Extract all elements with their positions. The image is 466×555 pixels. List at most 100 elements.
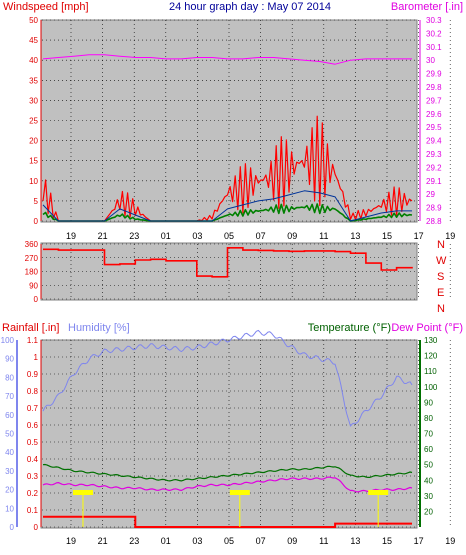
time-tick-label-top: 19 (445, 231, 455, 241)
wind-tick-label: 40 (29, 56, 38, 65)
time-tick-label-top: 01 (161, 231, 171, 241)
time-tick-label-top: 17 (414, 231, 424, 241)
axis-layer: 1919212123230101030305050707090911111313… (1, 16, 456, 546)
wind-tick-label: 25 (29, 117, 38, 126)
direction-tick-label: 90 (29, 281, 38, 290)
humidity-tick-label: 30 (5, 467, 14, 476)
time-tick-label-top: 09 (287, 231, 297, 241)
wind-average-series-line (42, 190, 412, 222)
temperature-tick-label: 30 (424, 492, 433, 501)
temperature-tick-label: 110 (424, 367, 437, 376)
time-tick-label-top: 13 (350, 231, 360, 241)
barometer-tick-label: 29.8 (426, 83, 442, 92)
barometer-tick-label: 29.7 (426, 96, 442, 105)
humidity-tick-label: 70 (5, 392, 14, 401)
wind-direction-series-line (43, 247, 413, 278)
temperature-series-line (42, 463, 413, 482)
rain-tick-label: 0.8 (27, 387, 39, 396)
humidity-tick-label: 0 (10, 523, 15, 532)
dewpoint-axis-title: Dew Point (°F) (391, 322, 463, 334)
wind-tick-label: 10 (29, 177, 38, 186)
humidity-tick-label: 60 (5, 411, 14, 420)
time-tick-label-top: 11 (319, 231, 328, 241)
wind-tick-label: 45 (29, 36, 38, 45)
rain-humidity-temp-plot (42, 329, 413, 528)
time-tick-label-top: 03 (192, 231, 202, 241)
temperature-tick-label: 90 (424, 398, 433, 407)
humidity-axis-title: Humidity [%] (68, 322, 130, 334)
time-tick-label-bottom: 13 (350, 536, 360, 546)
dewpoint-series-line (42, 476, 413, 493)
wind-axis-title: Windspeed [mph] (3, 1, 89, 13)
rain-tick-label: 0 (34, 523, 39, 532)
direction-tick-label: 360 (25, 240, 39, 249)
temperature-tick-label: 100 (424, 383, 438, 392)
time-tick-label-bottom: 17 (414, 536, 424, 546)
temperature-tick-label: 60 (424, 445, 433, 454)
barometer-tick-label: 30.1 (426, 43, 442, 52)
humidity-tick-label: 20 (5, 486, 14, 495)
rain-tick-label: 0.3 (27, 472, 39, 481)
humidity-tick-label: 100 (1, 336, 15, 345)
wind-direction-plot (43, 247, 413, 278)
temperature-tick-label: 20 (424, 507, 433, 516)
temperature-tick-label: 40 (424, 476, 433, 485)
temperature-axis-title: Temperature (°F) (308, 322, 391, 334)
time-tick-label-top: 21 (98, 231, 108, 241)
rainfall-axis-title: Rainfall [.in] (2, 322, 59, 334)
barometer-tick-label: 28.9 (426, 204, 442, 213)
compass-label-n-top: N (437, 239, 445, 251)
humidity-tick-label: 80 (5, 373, 14, 382)
time-tick-label-bottom: 07 (256, 536, 266, 546)
wind-barometer-plot (42, 54, 413, 222)
time-tick-label-bottom: 03 (192, 536, 202, 546)
time-tick-label-top: 23 (129, 231, 139, 241)
humidity-tick-label: 50 (5, 430, 14, 439)
barometer-tick-label: 29 (426, 190, 435, 199)
barometer-tick-label: 29.1 (426, 177, 442, 186)
barometer-tick-label: 29.9 (426, 70, 442, 79)
rain-tick-label: 0.1 (27, 506, 39, 515)
temperature-tick-label: 80 (424, 414, 433, 423)
barometer-series-line (42, 54, 412, 65)
barometer-axis-title: Barometer [.in] (391, 1, 463, 13)
compass-label-e: E (437, 287, 444, 299)
time-tick-label-top: 15 (382, 231, 392, 241)
temperature-tick-label: 70 (424, 430, 433, 439)
wind-tick-label: 35 (29, 76, 38, 85)
wind-tick-label: 0 (34, 217, 39, 226)
humidity-series-line (42, 329, 413, 427)
barometer-tick-label: 30.3 (426, 16, 442, 25)
direction-tick-label: 0 (34, 295, 39, 304)
time-tick-label-bottom: 19 (66, 536, 76, 546)
time-tick-label-top: 07 (256, 231, 266, 241)
rain-tick-label: 0.2 (27, 489, 39, 498)
grid-layer (42, 19, 451, 528)
direction-tick-label: 270 (25, 254, 39, 263)
humidity-tick-label: 90 (5, 355, 14, 364)
rain-marker-flag (368, 490, 389, 495)
barometer-tick-label: 30.2 (426, 29, 442, 38)
compass-label-s: S (437, 271, 444, 283)
barometer-tick-label: 29.5 (426, 123, 442, 132)
compass-labels: N W S E N (436, 239, 447, 315)
rain-tick-label: 0.6 (27, 421, 39, 430)
compass-label-n-bottom: N (437, 303, 445, 315)
compass-label-w: W (436, 255, 447, 267)
wind-tick-label: 50 (29, 16, 38, 25)
barometer-tick-label: 29.6 (426, 110, 442, 119)
time-tick-label-bottom: 19 (445, 536, 455, 546)
wind-tick-label: 30 (29, 96, 38, 105)
rain-marker-flag (229, 490, 250, 495)
wind-tick-label: 20 (29, 137, 38, 146)
rain-tick-label: 1 (34, 353, 39, 362)
direction-tick-label: 180 (25, 268, 39, 277)
rain-tick-label: 0.9 (27, 370, 39, 379)
time-tick-label-bottom: 23 (129, 536, 139, 546)
time-tick-label-bottom: 21 (98, 536, 108, 546)
barometer-tick-label: 28.8 (426, 217, 442, 226)
temperature-tick-label: 120 (424, 352, 438, 361)
time-tick-label-bottom: 01 (161, 536, 171, 546)
